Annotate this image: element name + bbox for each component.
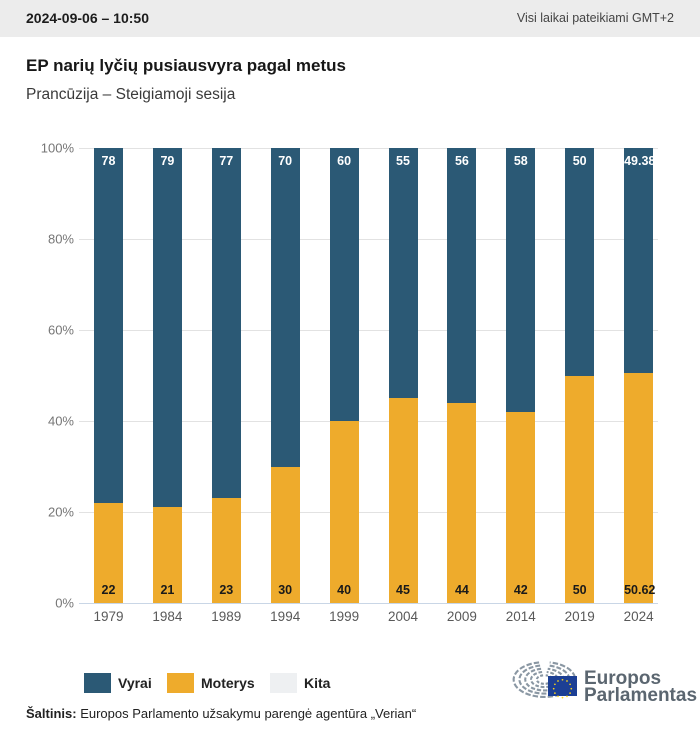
- svg-text:Parlamentas: Parlamentas: [584, 685, 697, 706]
